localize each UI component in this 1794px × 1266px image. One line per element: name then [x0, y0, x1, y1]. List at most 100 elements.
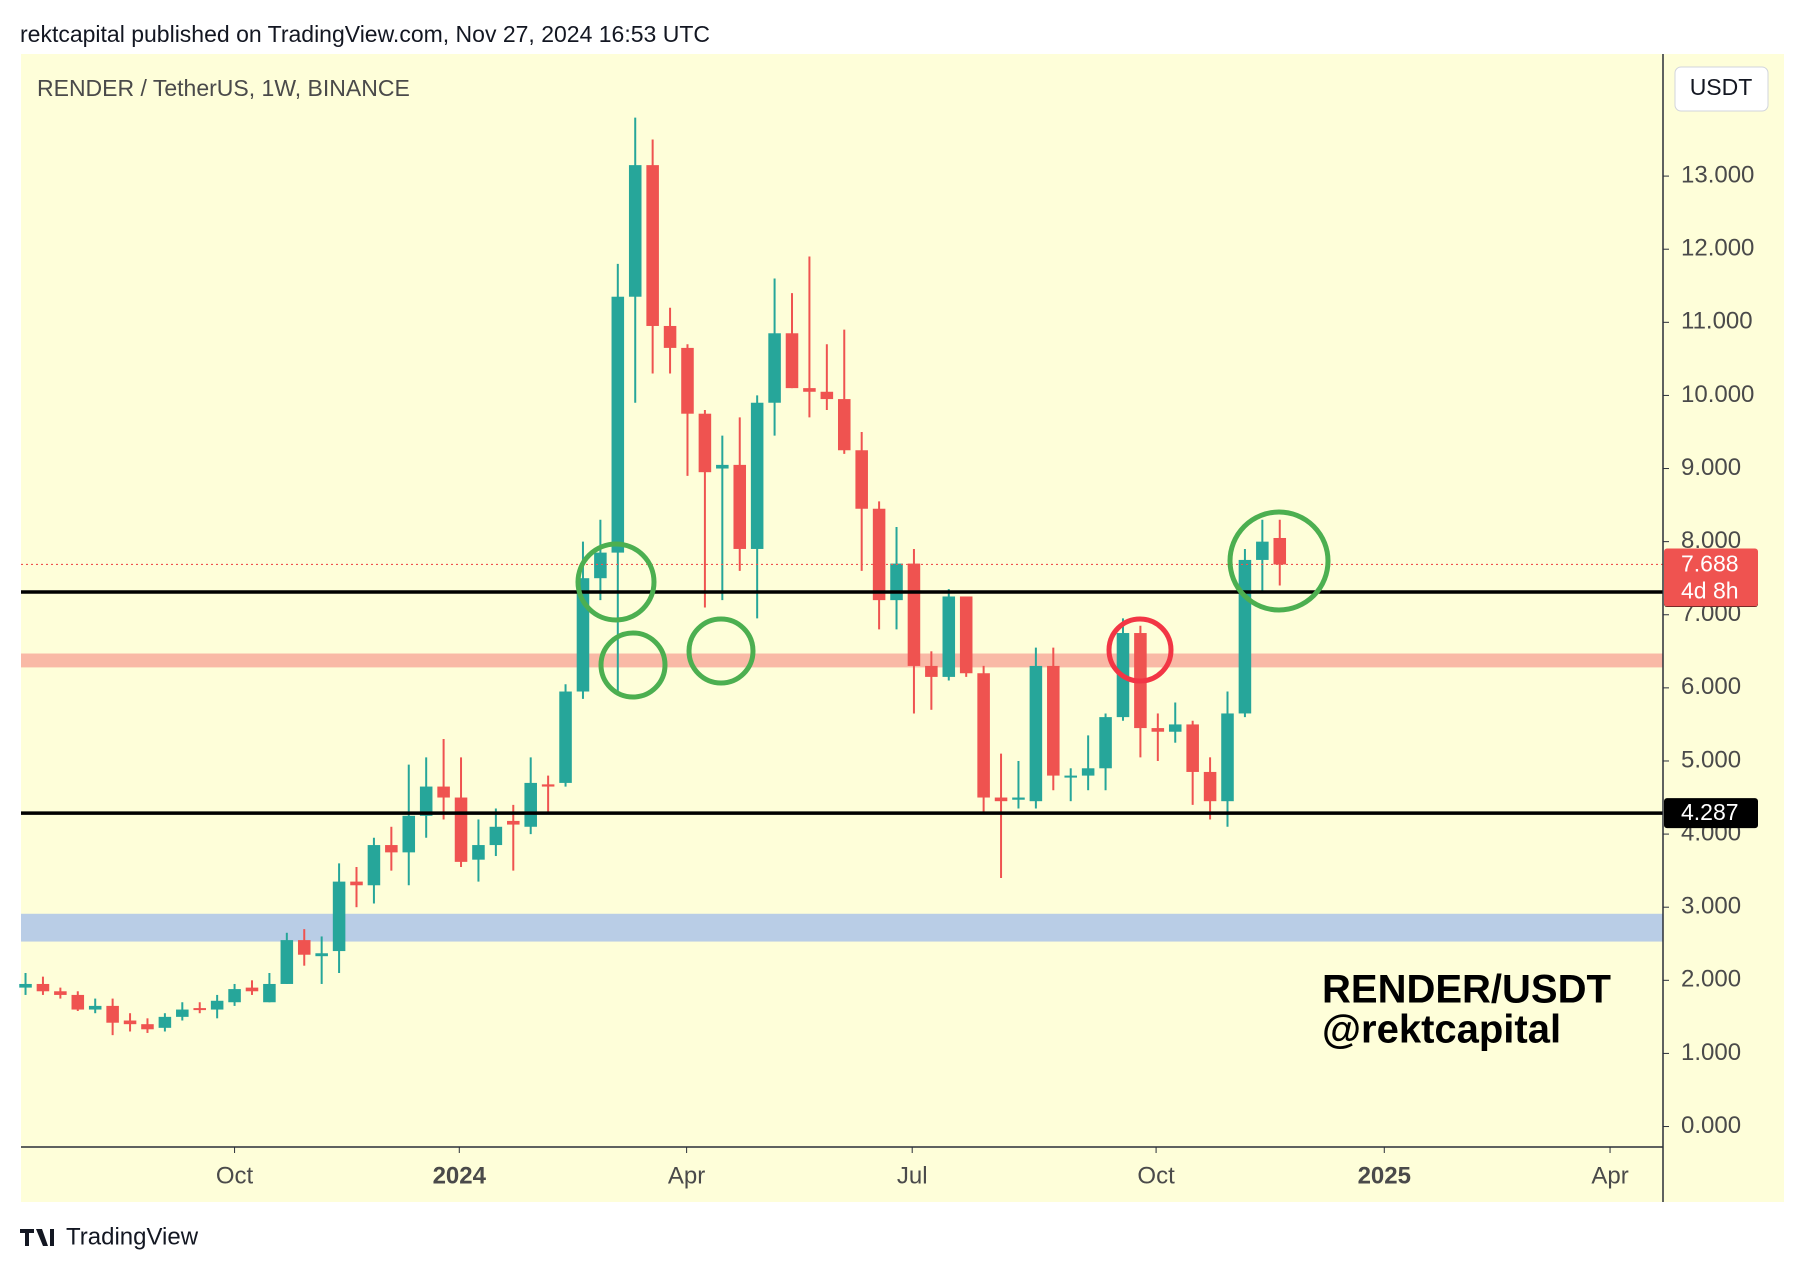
candle-body	[820, 391, 834, 400]
x-tick-label: Jul	[897, 1162, 928, 1189]
candle-body	[1238, 559, 1252, 714]
zone	[21, 653, 1663, 668]
last-price-label: 7.688	[1681, 551, 1739, 577]
candle-body	[263, 983, 276, 1003]
annotation-circle	[575, 541, 657, 623]
candle-body	[750, 402, 764, 549]
candle-body	[959, 596, 973, 674]
candle-body	[698, 413, 712, 473]
chart-background	[21, 54, 1784, 1202]
x-tick-label: Apr	[1591, 1162, 1628, 1189]
y-tick-label: 12.000	[1681, 235, 1754, 262]
y-tick-label: 2.000	[1681, 966, 1741, 993]
candle-body	[785, 333, 799, 389]
watermark-author: @rektcapital	[1322, 1008, 1561, 1052]
publisher-header: rektcapital published on TradingView.com…	[20, 21, 710, 47]
candle-body	[803, 388, 816, 392]
last-price-box	[1664, 548, 1758, 607]
y-tick-label: 1.000	[1681, 1039, 1741, 1066]
candle-body	[855, 450, 868, 509]
candle-body	[872, 508, 886, 601]
x-tick-label: Oct	[1137, 1162, 1175, 1189]
candle-body	[280, 940, 294, 984]
candle-body	[36, 983, 50, 992]
candle-body	[141, 1024, 154, 1030]
candle-body	[158, 1016, 172, 1028]
candle-body	[472, 845, 485, 860]
candle-body	[1012, 797, 1025, 800]
x-tick-label: Apr	[668, 1162, 705, 1189]
candle-body	[350, 881, 363, 886]
candle-body	[942, 596, 956, 677]
candle-body	[1203, 771, 1217, 802]
candle-body	[1221, 713, 1234, 802]
annotation-circle	[686, 616, 756, 686]
candle-body	[1099, 717, 1112, 769]
candle-body	[1064, 775, 1077, 778]
candle-body	[925, 665, 938, 677]
y-tick-label: 0.000	[1681, 1112, 1741, 1139]
candle-body	[1256, 541, 1269, 560]
candle-body	[489, 826, 503, 846]
candle-body	[332, 881, 346, 952]
y-tick-label: 10.000	[1681, 381, 1754, 408]
annotation-circle	[1106, 616, 1174, 684]
y-tick-label: 9.000	[1681, 454, 1741, 481]
candle-body	[176, 1009, 189, 1017]
candle-body	[994, 797, 1008, 802]
candle-body	[210, 1000, 224, 1010]
watermark-pair: RENDER/USDT	[1322, 968, 1611, 1012]
candle-body	[1081, 768, 1095, 776]
countdown-label: 4d 8h	[1681, 578, 1739, 604]
candle-body	[1273, 537, 1287, 565]
x-tick-label: 2024	[433, 1162, 487, 1189]
candle-body	[977, 673, 990, 798]
currency-label[interactable]: USDT	[1690, 74, 1753, 100]
candle-body	[628, 165, 642, 297]
candle-body	[54, 991, 67, 995]
candle-body	[1186, 724, 1199, 772]
candle-body	[419, 786, 433, 816]
annotation-circle	[598, 630, 668, 700]
candle-body	[1151, 728, 1165, 732]
candle-body	[907, 563, 921, 666]
candle-body	[646, 165, 659, 326]
candle-body	[88, 1005, 102, 1010]
candle-body	[733, 464, 747, 549]
zone	[21, 913, 1663, 942]
candle-body	[541, 784, 555, 787]
candle-body	[524, 782, 537, 827]
candle-body	[559, 691, 572, 783]
level-label: 4.287	[1681, 799, 1739, 825]
candle-body	[716, 464, 729, 469]
candle-body	[367, 845, 381, 886]
candle-body	[297, 940, 311, 955]
candle-body	[1047, 665, 1060, 776]
candle-body	[193, 1008, 206, 1011]
y-tick-label: 5.000	[1681, 746, 1741, 773]
candle-body	[1168, 724, 1182, 732]
candle-body	[663, 325, 677, 348]
candle-body	[454, 797, 468, 862]
candle-body	[768, 333, 781, 403]
y-tick-label: 3.000	[1681, 893, 1741, 920]
y-tick-label: 11.000	[1681, 308, 1753, 335]
y-tick-label: 6.000	[1681, 673, 1741, 700]
currency-button[interactable]	[1674, 66, 1769, 112]
candle-body	[402, 815, 416, 853]
level-label-box	[1664, 798, 1758, 829]
candle-body	[385, 845, 398, 853]
candle-body	[594, 552, 607, 579]
footer-brand: TradingView	[66, 1223, 199, 1250]
annotation-circle	[1227, 509, 1331, 613]
candle-body	[437, 786, 450, 798]
candle-body	[19, 983, 32, 988]
x-tick-label: Oct	[216, 1162, 254, 1189]
chart-title: RENDER / TetherUS, 1W, BINANCE	[37, 75, 410, 101]
y-tick-label: 13.000	[1681, 161, 1754, 188]
candle-body	[890, 563, 903, 601]
candle-body	[681, 347, 694, 414]
candle-body	[1029, 665, 1043, 802]
tradingview-logo	[20, 1229, 54, 1246]
